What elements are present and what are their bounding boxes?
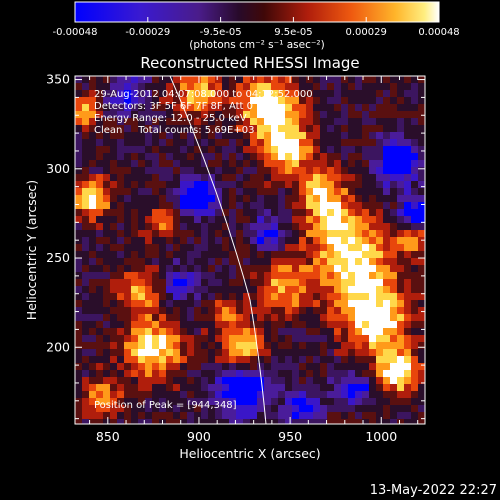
- peak-position: Position of Peak = [944,348]: [94, 400, 237, 411]
- colorbar-strip: [74, 1, 440, 23]
- colorbar-tick-label: -0.00029: [125, 27, 170, 38]
- axis-ticks: 850 900 950 1000 200 250 300 350: [46, 72, 425, 444]
- y-axis-label: Heliocentric Y (arcsec): [24, 180, 39, 320]
- timestamp: 13-May-2022 22:27: [370, 483, 497, 498]
- colorbar-tick-label: 0.00048: [418, 27, 459, 38]
- info-detectors: Detectors: 3F 5F 6F 7F 8F, Att 0: [94, 101, 253, 112]
- y-tick-label: 300: [46, 161, 70, 176]
- x-tick-label: 900: [187, 429, 211, 444]
- x-tick-label: 850: [96, 429, 120, 444]
- colorbar-tick-label: -0.00048: [53, 27, 98, 38]
- y-tick-label: 250: [46, 250, 70, 265]
- plot-frame: [74, 75, 426, 425]
- colorbar-units: (photons cm⁻² s⁻¹ asec⁻²): [189, 39, 324, 51]
- plot-title: Reconstructed RHESSI Image: [140, 54, 359, 72]
- colorbar: -0.00048 -0.00029 -9.5e-05 9.5e-05 0.00029 0.…: [53, 1, 460, 51]
- info-clean-counts: Clean Total counts: 5.69E+03: [94, 125, 254, 136]
- observation-info: 29-Aug-2012 04:07:08.000 to 04:12:52.000…: [94, 89, 313, 136]
- solar-limb-curve: [169, 76, 267, 424]
- colorbar-tick-label: 0.00029: [346, 27, 387, 38]
- colorbar-ticks: -0.00048 -0.00029 -9.5e-05 9.5e-05 0.00029 0.…: [53, 17, 460, 38]
- y-tick-label: 200: [46, 339, 70, 354]
- y-tick-label: 350: [46, 72, 70, 87]
- info-time-range: 29-Aug-2012 04:07:08.000 to 04:12:52.000: [94, 89, 313, 100]
- x-tick-label: 1000: [365, 429, 397, 444]
- colorbar-tick-label: 9.5e-05: [274, 27, 312, 38]
- colorbar-tick-label: -9.5e-05: [200, 27, 242, 38]
- x-axis-label: Heliocentric X (arcsec): [179, 446, 320, 461]
- info-energy-range: Energy Range: 12.0 - 25.0 keV: [94, 113, 247, 124]
- x-tick-label: 950: [278, 429, 302, 444]
- heatmap-image: [75, 76, 425, 424]
